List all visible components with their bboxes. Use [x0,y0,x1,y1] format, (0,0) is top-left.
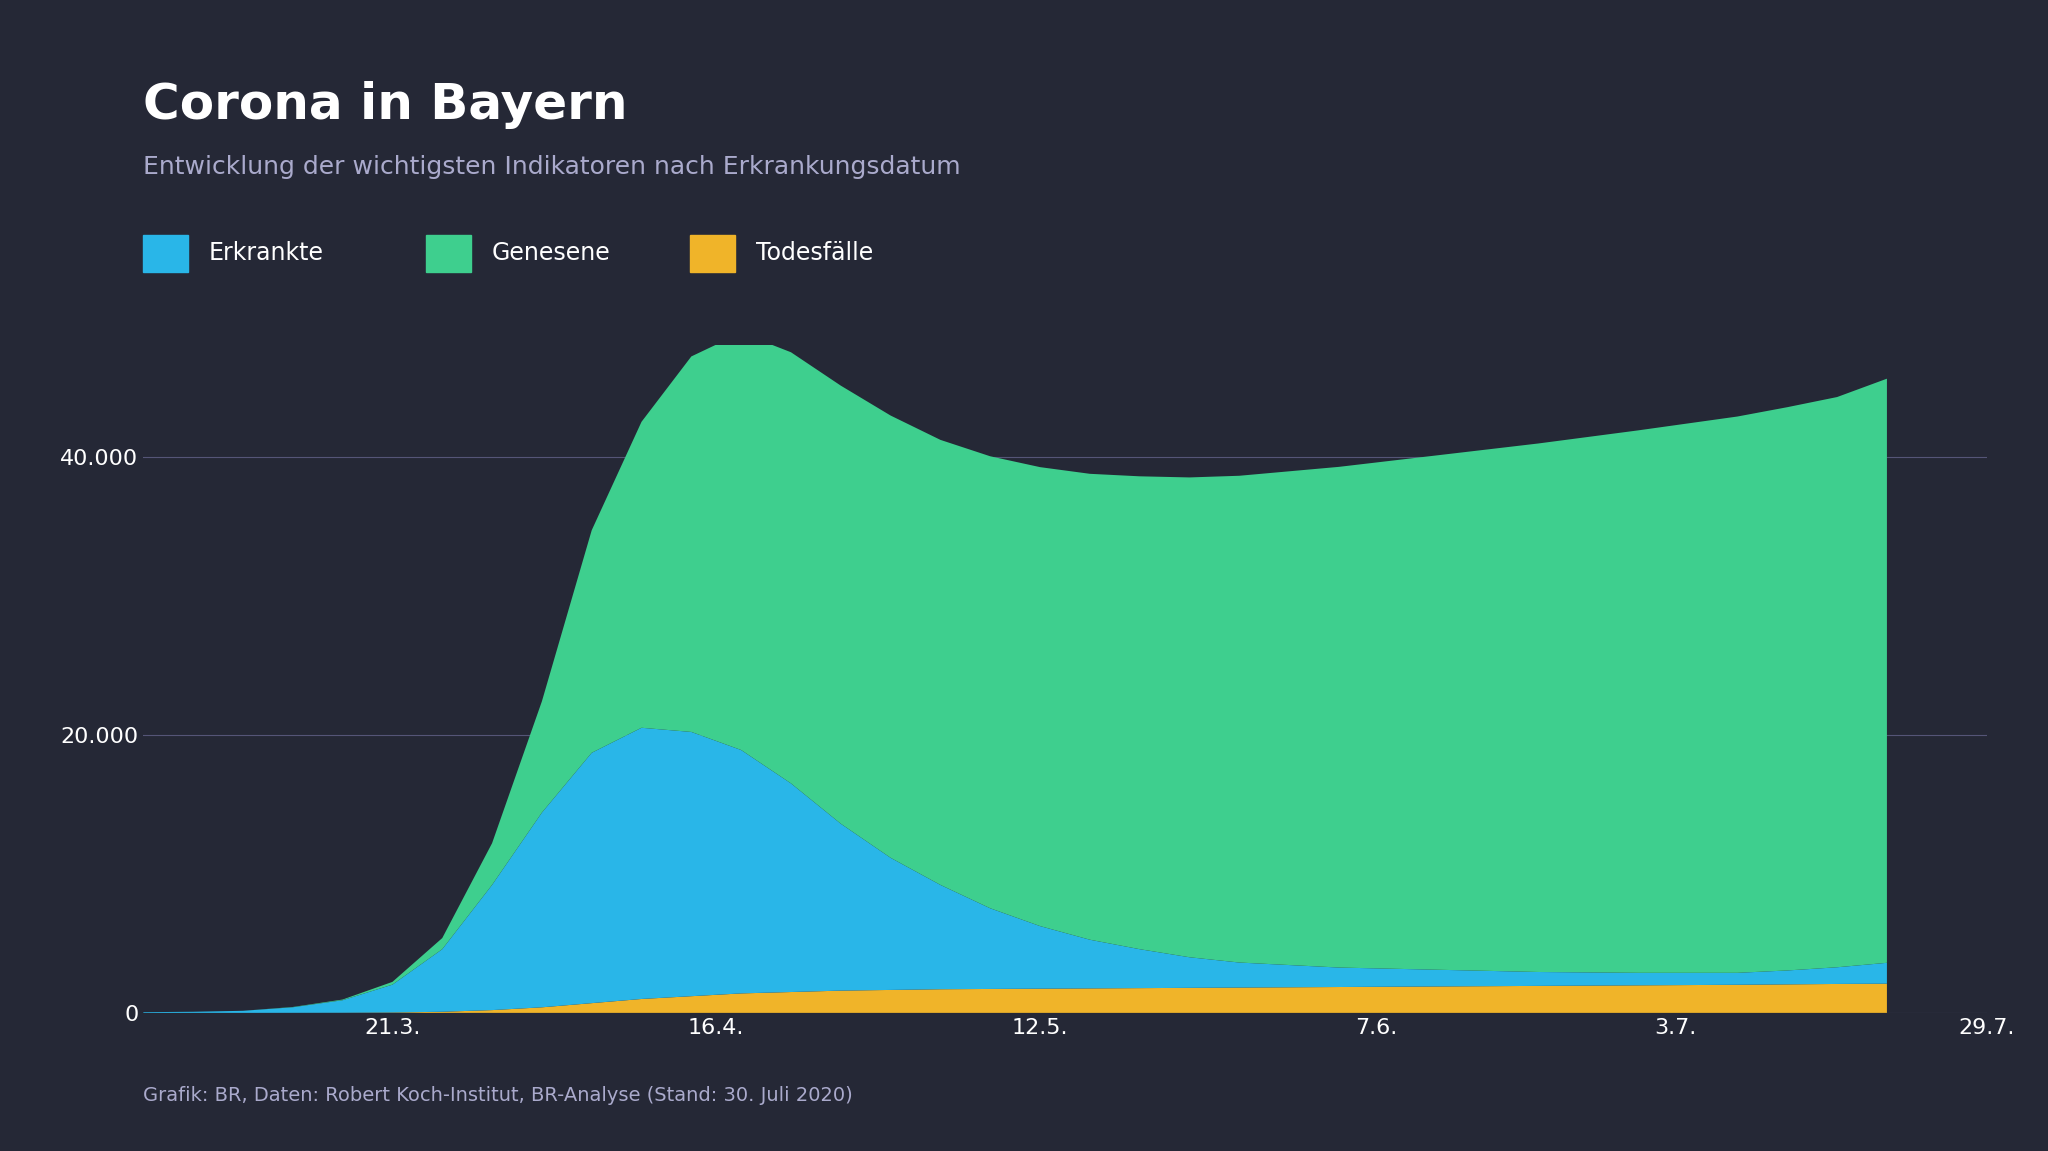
Text: Corona in Bayern: Corona in Bayern [143,81,629,129]
Text: Genesene: Genesene [492,242,610,265]
Text: Erkrankte: Erkrankte [209,242,324,265]
Text: Grafik: BR, Daten: Robert Koch-Institut, BR-Analyse (Stand: 30. Juli 2020): Grafik: BR, Daten: Robert Koch-Institut,… [143,1085,854,1105]
Text: Todesfälle: Todesfälle [756,242,872,265]
Text: Entwicklung der wichtigsten Indikatoren nach Erkrankungsdatum: Entwicklung der wichtigsten Indikatoren … [143,155,961,180]
